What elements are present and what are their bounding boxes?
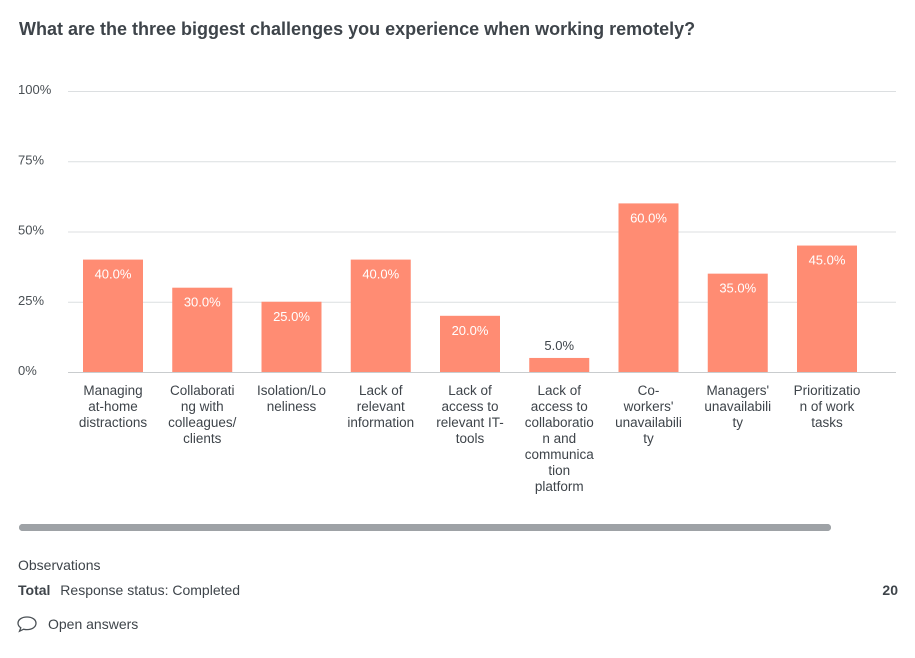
total-label: Total — [18, 582, 51, 598]
y-tick-label: 25% — [18, 293, 44, 308]
open-answers-button[interactable]: Open answers — [16, 615, 138, 633]
x-category-label: Managing at-home distractions — [78, 383, 148, 430]
bar-value-label: 35.0% — [719, 281, 756, 296]
y-tick-label: 75% — [18, 152, 44, 167]
bar[interactable] — [83, 259, 143, 372]
x-category-label: Collaborati ng with colleagues/clients — [168, 383, 237, 446]
bar-chart: 0% 25% 50% 75% 100% 40.0% 30.0% 25.0% 40.0% 20.0%… — [18, 82, 896, 494]
bar-value-label: 45.0% — [809, 253, 846, 268]
bar-value-label: 25.0% — [273, 309, 310, 324]
bar[interactable] — [618, 203, 679, 372]
bar-value-label: 5.0% — [544, 338, 574, 353]
bar-value-label: 60.0% — [630, 210, 667, 225]
y-tick-label: 100% — [18, 82, 52, 97]
horizontal-scrollbar[interactable] — [19, 524, 831, 531]
bar[interactable] — [707, 273, 768, 372]
x-category-label: Lack of relevant information — [347, 383, 415, 430]
bar[interactable] — [440, 315, 500, 372]
bar-value-label: 40.0% — [95, 267, 132, 282]
y-tick-label: 50% — [18, 223, 44, 238]
bar-value-label: 30.0% — [184, 295, 221, 310]
scrollbar-thumb[interactable] — [19, 524, 831, 531]
bar[interactable] — [350, 259, 411, 372]
y-tick-label: 0% — [18, 363, 37, 378]
bar[interactable] — [261, 301, 322, 372]
bar[interactable] — [797, 245, 857, 372]
total-row: Total Response status: Completed 20 — [18, 582, 898, 598]
open-answers-label: Open answers — [48, 616, 139, 632]
x-category-label: Co-workers' unavailabili ty — [615, 383, 682, 446]
x-category-label: Isolation/Lo neliness — [256, 383, 327, 414]
speech-bubble-icon — [16, 615, 38, 633]
question-title: What are the three biggest challenges yo… — [19, 19, 696, 39]
total-count: 20 — [882, 582, 898, 598]
x-category-label: Prioritizatio n of work tasks — [793, 383, 861, 430]
x-category-label: Managers' unavailabili ty — [704, 383, 772, 430]
response-status: Response status: Completed — [60, 582, 241, 598]
bar[interactable] — [529, 357, 590, 372]
bar-value-label: 20.0% — [452, 323, 489, 338]
x-category-label: Lack of access to relevant IT-tools — [436, 383, 504, 446]
chart-plot: 0% 25% 50% 75% 100% 40.0% 30.0% 25.0% 40.0% 20.0%… — [18, 82, 896, 378]
observations-label: Observations — [18, 557, 101, 573]
bar-value-label: 40.0% — [362, 267, 399, 282]
bar[interactable] — [172, 287, 233, 372]
x-category-label: Lack of access to collaboratio n and communi… — [524, 383, 594, 494]
